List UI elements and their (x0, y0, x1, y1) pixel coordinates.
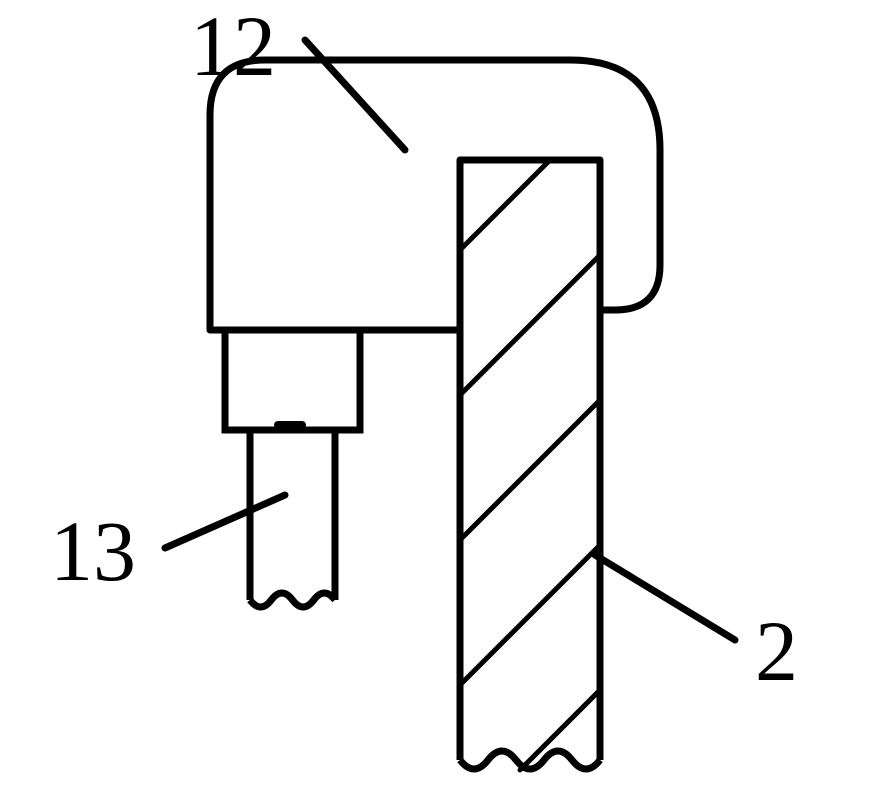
column-hatch-1 (460, 255, 600, 395)
column-hatch-4 (520, 690, 600, 770)
stub-break-line (250, 593, 335, 607)
boss-block (225, 330, 360, 430)
label-botRight: 2 (755, 603, 798, 699)
column-hatch-3 (460, 545, 600, 685)
column-hatch-2 (460, 400, 600, 540)
label-midLeft: 13 (50, 503, 136, 599)
label-topLeft: 12 (190, 0, 276, 94)
leader-botRight (595, 555, 735, 640)
head-shape (210, 60, 660, 330)
leader-midLeft (165, 495, 285, 548)
column-hatch-0 (460, 160, 550, 250)
